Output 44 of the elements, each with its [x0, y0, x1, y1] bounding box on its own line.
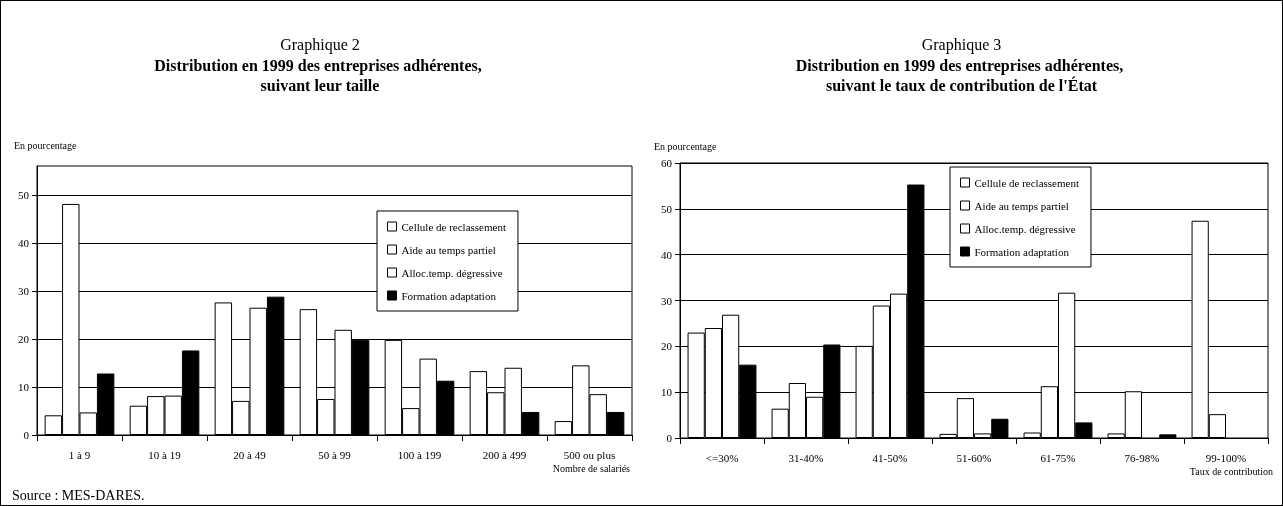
y-tick-label: 30 [661, 294, 673, 307]
chart-subtitle: Distribution en 1999 des entreprises adhérentes, suivant leur taille [154, 56, 486, 94]
y-tick-label: 0 [23, 429, 30, 441]
chart-subtitle: Distribution en 1999 des entreprises adhérentes, suivant le taux de contribution de l'État [795, 56, 1128, 94]
y-tick-label: 20 [18, 332, 30, 345]
x-tick-label: 20 à 49 [233, 448, 267, 461]
chart-title: Graphique 3 [921, 35, 1002, 54]
y-tick-label: 50 [661, 202, 673, 215]
x-tick-label: 100 à 199 [397, 448, 442, 461]
x-tick-label: 41-50% [872, 451, 908, 464]
legend-label: Cellule de reclassement [401, 220, 506, 233]
x-tick-label: 500 ou plus [563, 448, 616, 461]
y-axis-title: En pourcentage [14, 139, 78, 151]
legend-label: Formation adaptation [401, 289, 497, 302]
legend-label: Alloc.temp. dégressive [974, 222, 1076, 235]
source-note: Source : MES-DARES. [12, 487, 145, 503]
x-axis-title: Nombre de salariés [552, 462, 631, 474]
x-tick-label: 50 à 99 [318, 448, 352, 461]
y-tick-label: 0 [666, 432, 673, 444]
legend-label: Alloc.temp. dégressive [401, 266, 503, 279]
x-axis-title: Taux de contribution [1189, 465, 1273, 477]
chart-title: Graphique 2 [280, 35, 360, 54]
y-tick-label: 20 [661, 340, 673, 353]
legend-label: Formation adaptation [974, 245, 1070, 258]
y-tick-label: 50 [18, 188, 30, 201]
legend-label: Aide au temps partiel [974, 199, 1069, 212]
y-tick-label: 60 [661, 157, 673, 169]
x-tick-label: 99-100% [1205, 451, 1247, 464]
legend-label: Aide au temps partiel [401, 243, 496, 256]
y-axis-title: En pourcentage [654, 140, 718, 152]
x-tick-label: <=30% [705, 451, 739, 464]
y-tick-label: 30 [18, 284, 30, 297]
legend-label: Cellule de reclassement [974, 176, 1079, 189]
x-tick-label: 51-60% [956, 451, 992, 464]
y-tick-label: 10 [661, 386, 673, 399]
x-tick-label: 200 à 499 [482, 448, 527, 461]
x-tick-label: 61-75% [1040, 451, 1076, 464]
y-tick-label: 40 [661, 248, 673, 261]
x-tick-label: 1 à 9 [68, 448, 91, 461]
y-tick-label: 10 [18, 380, 30, 393]
x-tick-label: 76-98% [1124, 451, 1160, 464]
y-tick-label: 40 [18, 236, 30, 249]
x-tick-label: 10 à 19 [148, 448, 182, 461]
x-tick-label: 31-40% [788, 451, 824, 464]
